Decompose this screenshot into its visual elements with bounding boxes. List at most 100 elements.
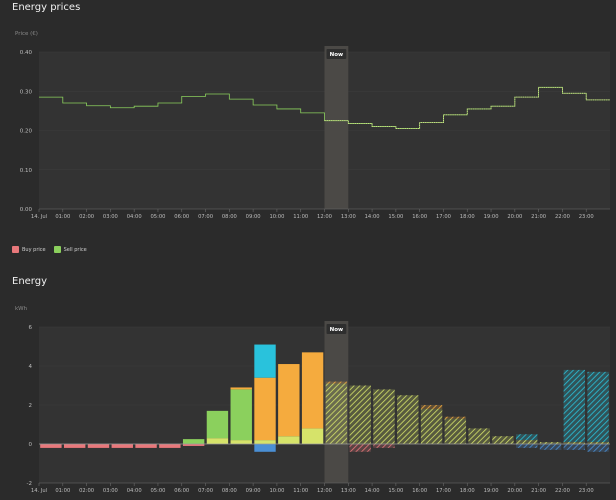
energy-chart-x-tick-label: 13:00 <box>341 488 356 494</box>
energy-bar-yellow <box>230 440 252 444</box>
sell-price-line <box>39 86 610 129</box>
energy-bar-orange <box>420 405 443 409</box>
energy-bar-yellow <box>420 408 443 444</box>
energy-section-title: Energy <box>12 276 48 287</box>
energy-bar-orange <box>278 364 300 437</box>
legend-label-buy-price: Buy price <box>22 246 46 253</box>
energy-chart-x-tick-label: 18:00 <box>460 488 475 494</box>
legend-item-sell-price[interactable]: Sell price <box>53 246 87 253</box>
energy-chart-x-tick-label: 23:00 <box>579 488 594 494</box>
sell-price-forecast-line <box>324 86 610 129</box>
energy-chart-x-tick-label: 01:00 <box>55 488 70 494</box>
energy-bar-blue <box>539 444 562 450</box>
energy-bar-yellow <box>492 436 514 444</box>
price-chart[interactable]: Price (€) 0.00 0.10 0.20 0.30 0.40 Now 14. Jul 0… <box>0 22 616 222</box>
energy-chart-x-tick-label: 07:00 <box>198 488 213 494</box>
energy-chart-x-tick-label: 14:00 <box>365 488 380 494</box>
energy-chart-y-tick-label: 6 <box>29 325 33 331</box>
energy-chart-x-tick-label: 12:00 <box>317 488 332 494</box>
price-chart-x-tick-label: 23:00 <box>579 214 594 220</box>
energy-chart-x-tick-label: 14. Jul <box>31 488 47 494</box>
energy-bar-pink <box>135 444 157 448</box>
price-chart-x-tick-label: 22:00 <box>555 214 570 220</box>
price-chart-now-label: Now <box>330 52 343 58</box>
price-chart-x-tick-label: 21:00 <box>531 214 546 220</box>
energy-bar-yellow <box>587 442 609 444</box>
energy-bar-pink <box>159 444 181 448</box>
energy-bar-yellow <box>397 395 419 444</box>
energy-bar-green <box>182 439 205 444</box>
energy-bar-blue <box>587 444 609 452</box>
energy-chart-y-tick-label: 2 <box>29 403 33 409</box>
energy-chart-x-tick-label: 03:00 <box>103 488 118 494</box>
energy-chart-x-tick-label: 08:00 <box>222 488 237 494</box>
prices-section-title: Energy prices <box>12 2 81 13</box>
energy-bar-yellow <box>444 418 467 444</box>
price-chart-x-tick-label: 20:00 <box>507 214 522 220</box>
price-chart-x-tick-label: 08:00 <box>222 214 237 220</box>
price-chart-y-tick-label: 0.00 <box>20 207 33 213</box>
energy-chart-x-tick-label: 02:00 <box>79 488 94 494</box>
energy-bar-pink <box>349 444 371 452</box>
price-chart-x-tick-label: 12:00 <box>317 214 332 220</box>
price-chart-now-badge <box>326 49 347 59</box>
price-chart-x-tick-label: 06:00 <box>174 214 189 220</box>
price-chart-x-tick-label: 18:00 <box>460 214 475 220</box>
energy-bar-yellow <box>516 440 538 444</box>
price-chart-x-tick-label: 05:00 <box>150 214 165 220</box>
legend-label-sell-price: Sell price <box>63 246 87 253</box>
energy-bar-pink <box>373 444 395 448</box>
energy-bar-yellow <box>301 428 324 444</box>
energy-chart-x-tick-label: 15:00 <box>388 488 403 494</box>
legend-item-buy-price[interactable]: Buy price <box>12 246 46 253</box>
energy-bar-orange <box>444 416 467 419</box>
energy-bar-yellow <box>349 385 371 444</box>
energy-bar-cyan <box>563 369 586 443</box>
energy-chart-y-tick-label: -2 <box>27 481 32 487</box>
energy-chart-x-tick-label: 19:00 <box>484 488 499 494</box>
energy-chart-y-tick-label: 0 <box>29 442 33 448</box>
energy-bar-yellow <box>325 383 348 444</box>
energy-bar-pink <box>182 444 205 446</box>
energy-bar-cyan <box>254 344 276 378</box>
price-chart-x-tick-label: 14. Jul <box>31 214 47 220</box>
price-chart-x-tick-label: 01:00 <box>55 214 70 220</box>
energy-bar-cyan <box>516 434 538 441</box>
price-chart-now-band <box>324 46 349 209</box>
energy-chart[interactable]: kWh -2 0 2 4 6 Now 14. Jul 01:00 02:00 03:00 04:00 0… <box>0 298 616 500</box>
energy-chart-x-tick-label: 20:00 <box>507 488 522 494</box>
energy-chart-x-tick-label: 05:00 <box>150 488 165 494</box>
energy-chart-x-tick-label: 04:00 <box>127 488 142 494</box>
energy-bar-pink <box>87 444 110 448</box>
price-chart-x-tick-label: 02:00 <box>79 214 94 220</box>
energy-chart-x-tick-label: 10:00 <box>269 488 284 494</box>
energy-chart-y-tick-label: 4 <box>29 364 33 370</box>
energy-bar-yellow <box>373 389 395 444</box>
energy-bar-orange <box>254 377 276 441</box>
price-chart-x-tick-label: 07:00 <box>198 214 213 220</box>
price-chart-x-tick-label: 03:00 <box>103 214 118 220</box>
energy-chart-x-tick-label: 17:00 <box>436 488 451 494</box>
energy-chart-x-tick-label: 16:00 <box>412 488 427 494</box>
energy-bar-blue <box>516 444 538 448</box>
price-chart-x-tick-label: 16:00 <box>412 214 427 220</box>
price-chart-x-tick-label: 14:00 <box>365 214 380 220</box>
price-chart-y-tick-label: 0.10 <box>20 168 33 174</box>
price-chart-x-tick-label: 13:00 <box>341 214 356 220</box>
energy-bar-blue <box>254 444 276 452</box>
price-chart-x-tick-label: 17:00 <box>436 214 451 220</box>
energy-bar-yellow <box>278 436 300 444</box>
energy-bar-pink <box>63 444 86 448</box>
energy-bar-yellow <box>539 442 562 444</box>
price-chart-y-axis-label: Price (€) <box>15 31 38 37</box>
price-chart-y-tick-label: 0.30 <box>20 89 33 95</box>
price-chart-x-tick-label: 10:00 <box>269 214 284 220</box>
energy-bar-yellow <box>254 440 276 444</box>
energy-bar-cyan <box>587 371 609 443</box>
energy-chart-x-tick-label: 21:00 <box>531 488 546 494</box>
energy-chart-x-tick-label: 11:00 <box>293 488 308 494</box>
energy-bar-orange <box>325 381 348 384</box>
energy-bar-pink <box>40 444 62 448</box>
price-chart-x-tick-label: 04:00 <box>127 214 142 220</box>
sell-price-swatch <box>53 246 61 253</box>
